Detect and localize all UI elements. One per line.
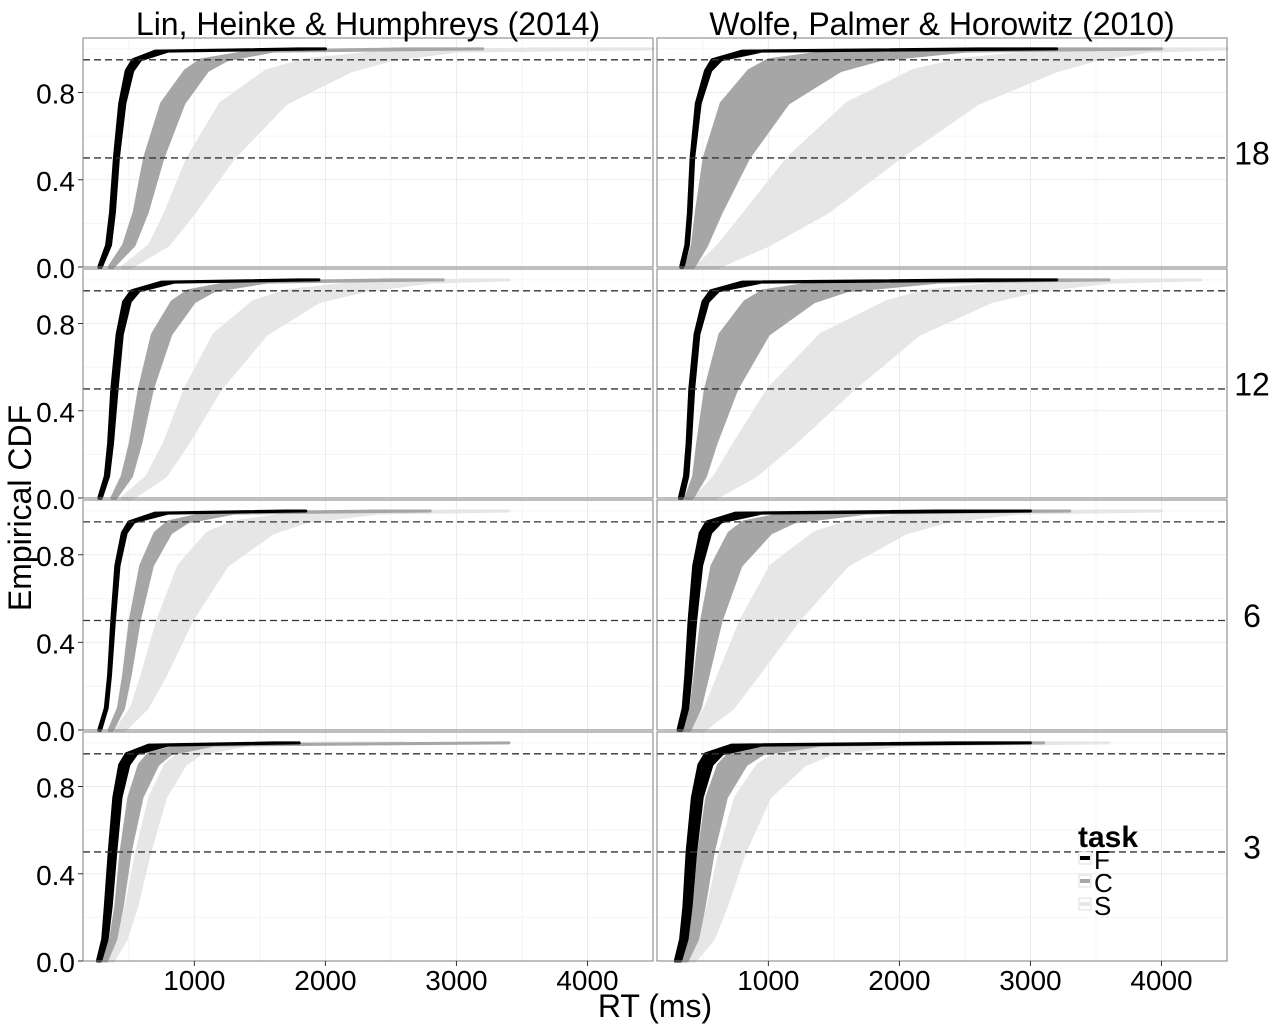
panel-wolfe-12 xyxy=(656,268,1228,500)
y-tick-label: 0.8 xyxy=(36,310,75,341)
x-tick-label: 4000 xyxy=(556,965,618,996)
panel-wolfe-6 xyxy=(656,499,1228,732)
panels-layer xyxy=(82,37,1229,963)
x-axis-title: RT (ms) xyxy=(598,988,712,1024)
x-tick-label: 3000 xyxy=(425,965,487,996)
panel-wolfe-18 xyxy=(656,37,1229,269)
legend-swatch-C xyxy=(1080,879,1090,883)
y-tick-label: 0.4 xyxy=(36,628,75,659)
y-tick-label: 0.8 xyxy=(36,79,75,110)
legend-label-F: F xyxy=(1094,845,1110,875)
cdf-band-S xyxy=(114,509,511,732)
legend-items: FCS xyxy=(1078,845,1113,921)
strip-label-12: 12 xyxy=(1234,367,1270,403)
strip-title-lin: Lin, Heinke & Humphreys (2014) xyxy=(136,6,600,42)
axes-layer: 0.0 0.4 0.8 0.0 0.4 0.8 0.0 0.4 0.8 0.0 0.4 0.8 1000… xyxy=(36,79,1193,996)
panel-border xyxy=(656,731,1228,962)
panel-border xyxy=(82,268,654,499)
panel-lin-18 xyxy=(82,37,655,269)
series-group xyxy=(673,741,1111,963)
panel-lin-3 xyxy=(82,731,654,963)
strip-label-18: 18 xyxy=(1234,136,1270,172)
strip-label-6: 6 xyxy=(1243,598,1261,634)
y-tick-label: 0.4 xyxy=(36,166,75,197)
cdf-band-S xyxy=(685,741,1111,963)
x-tick-label: 2000 xyxy=(294,965,356,996)
x-tick-label: 1000 xyxy=(163,965,225,996)
y-tick-label: 0.4 xyxy=(36,397,75,428)
y-tick-label: 0.0 xyxy=(36,947,75,978)
cdf-band-F xyxy=(677,278,1059,500)
panel-wolfe-3 xyxy=(656,731,1228,963)
panel-lin-6 xyxy=(82,499,654,732)
y-tick-label: 0.0 xyxy=(36,716,75,747)
panel-background xyxy=(657,732,1227,961)
cdf-band-C xyxy=(101,741,511,963)
x-tick-label: 1000 xyxy=(737,965,799,996)
panel-border xyxy=(82,499,654,731)
cdf-band-F xyxy=(673,741,1032,963)
y-tick-label: 0.8 xyxy=(36,541,75,572)
legend: task FCS xyxy=(1078,821,1138,921)
x-tick-label: 3000 xyxy=(999,965,1061,996)
panel-border xyxy=(656,499,1228,731)
panel-border xyxy=(82,37,654,268)
y-tick-label: 0.0 xyxy=(36,484,75,515)
legend-title: task xyxy=(1078,821,1138,854)
y-tick-label: 0.4 xyxy=(36,860,75,891)
x-tick-label: 2000 xyxy=(868,965,930,996)
panel-border xyxy=(656,37,1228,268)
cdf-band-F xyxy=(97,47,327,269)
panel-border xyxy=(82,731,654,962)
y-axis-title: Empirical CDF xyxy=(2,405,38,611)
strip-label-3: 3 xyxy=(1243,830,1261,866)
panel-lin-12 xyxy=(82,268,654,500)
cdf-band-F xyxy=(676,509,1032,732)
y-tick-label: 0.8 xyxy=(36,773,75,804)
legend-swatch-F xyxy=(1080,856,1090,860)
cdf-band-C xyxy=(680,741,1046,963)
strip-title-wolfe: Wolfe, Palmer & Horowitz (2010) xyxy=(709,6,1174,42)
legend-swatch-S xyxy=(1080,902,1090,906)
panel-border xyxy=(656,268,1228,499)
y-tick-label: 0.0 xyxy=(36,253,75,284)
x-tick-label: 4000 xyxy=(1130,965,1192,996)
strip-layer: Lin, Heinke & Humphreys (2014) Wolfe, Pal… xyxy=(136,6,1270,866)
legend-label-S: S xyxy=(1094,891,1111,921)
legend-label-C: C xyxy=(1094,868,1113,898)
